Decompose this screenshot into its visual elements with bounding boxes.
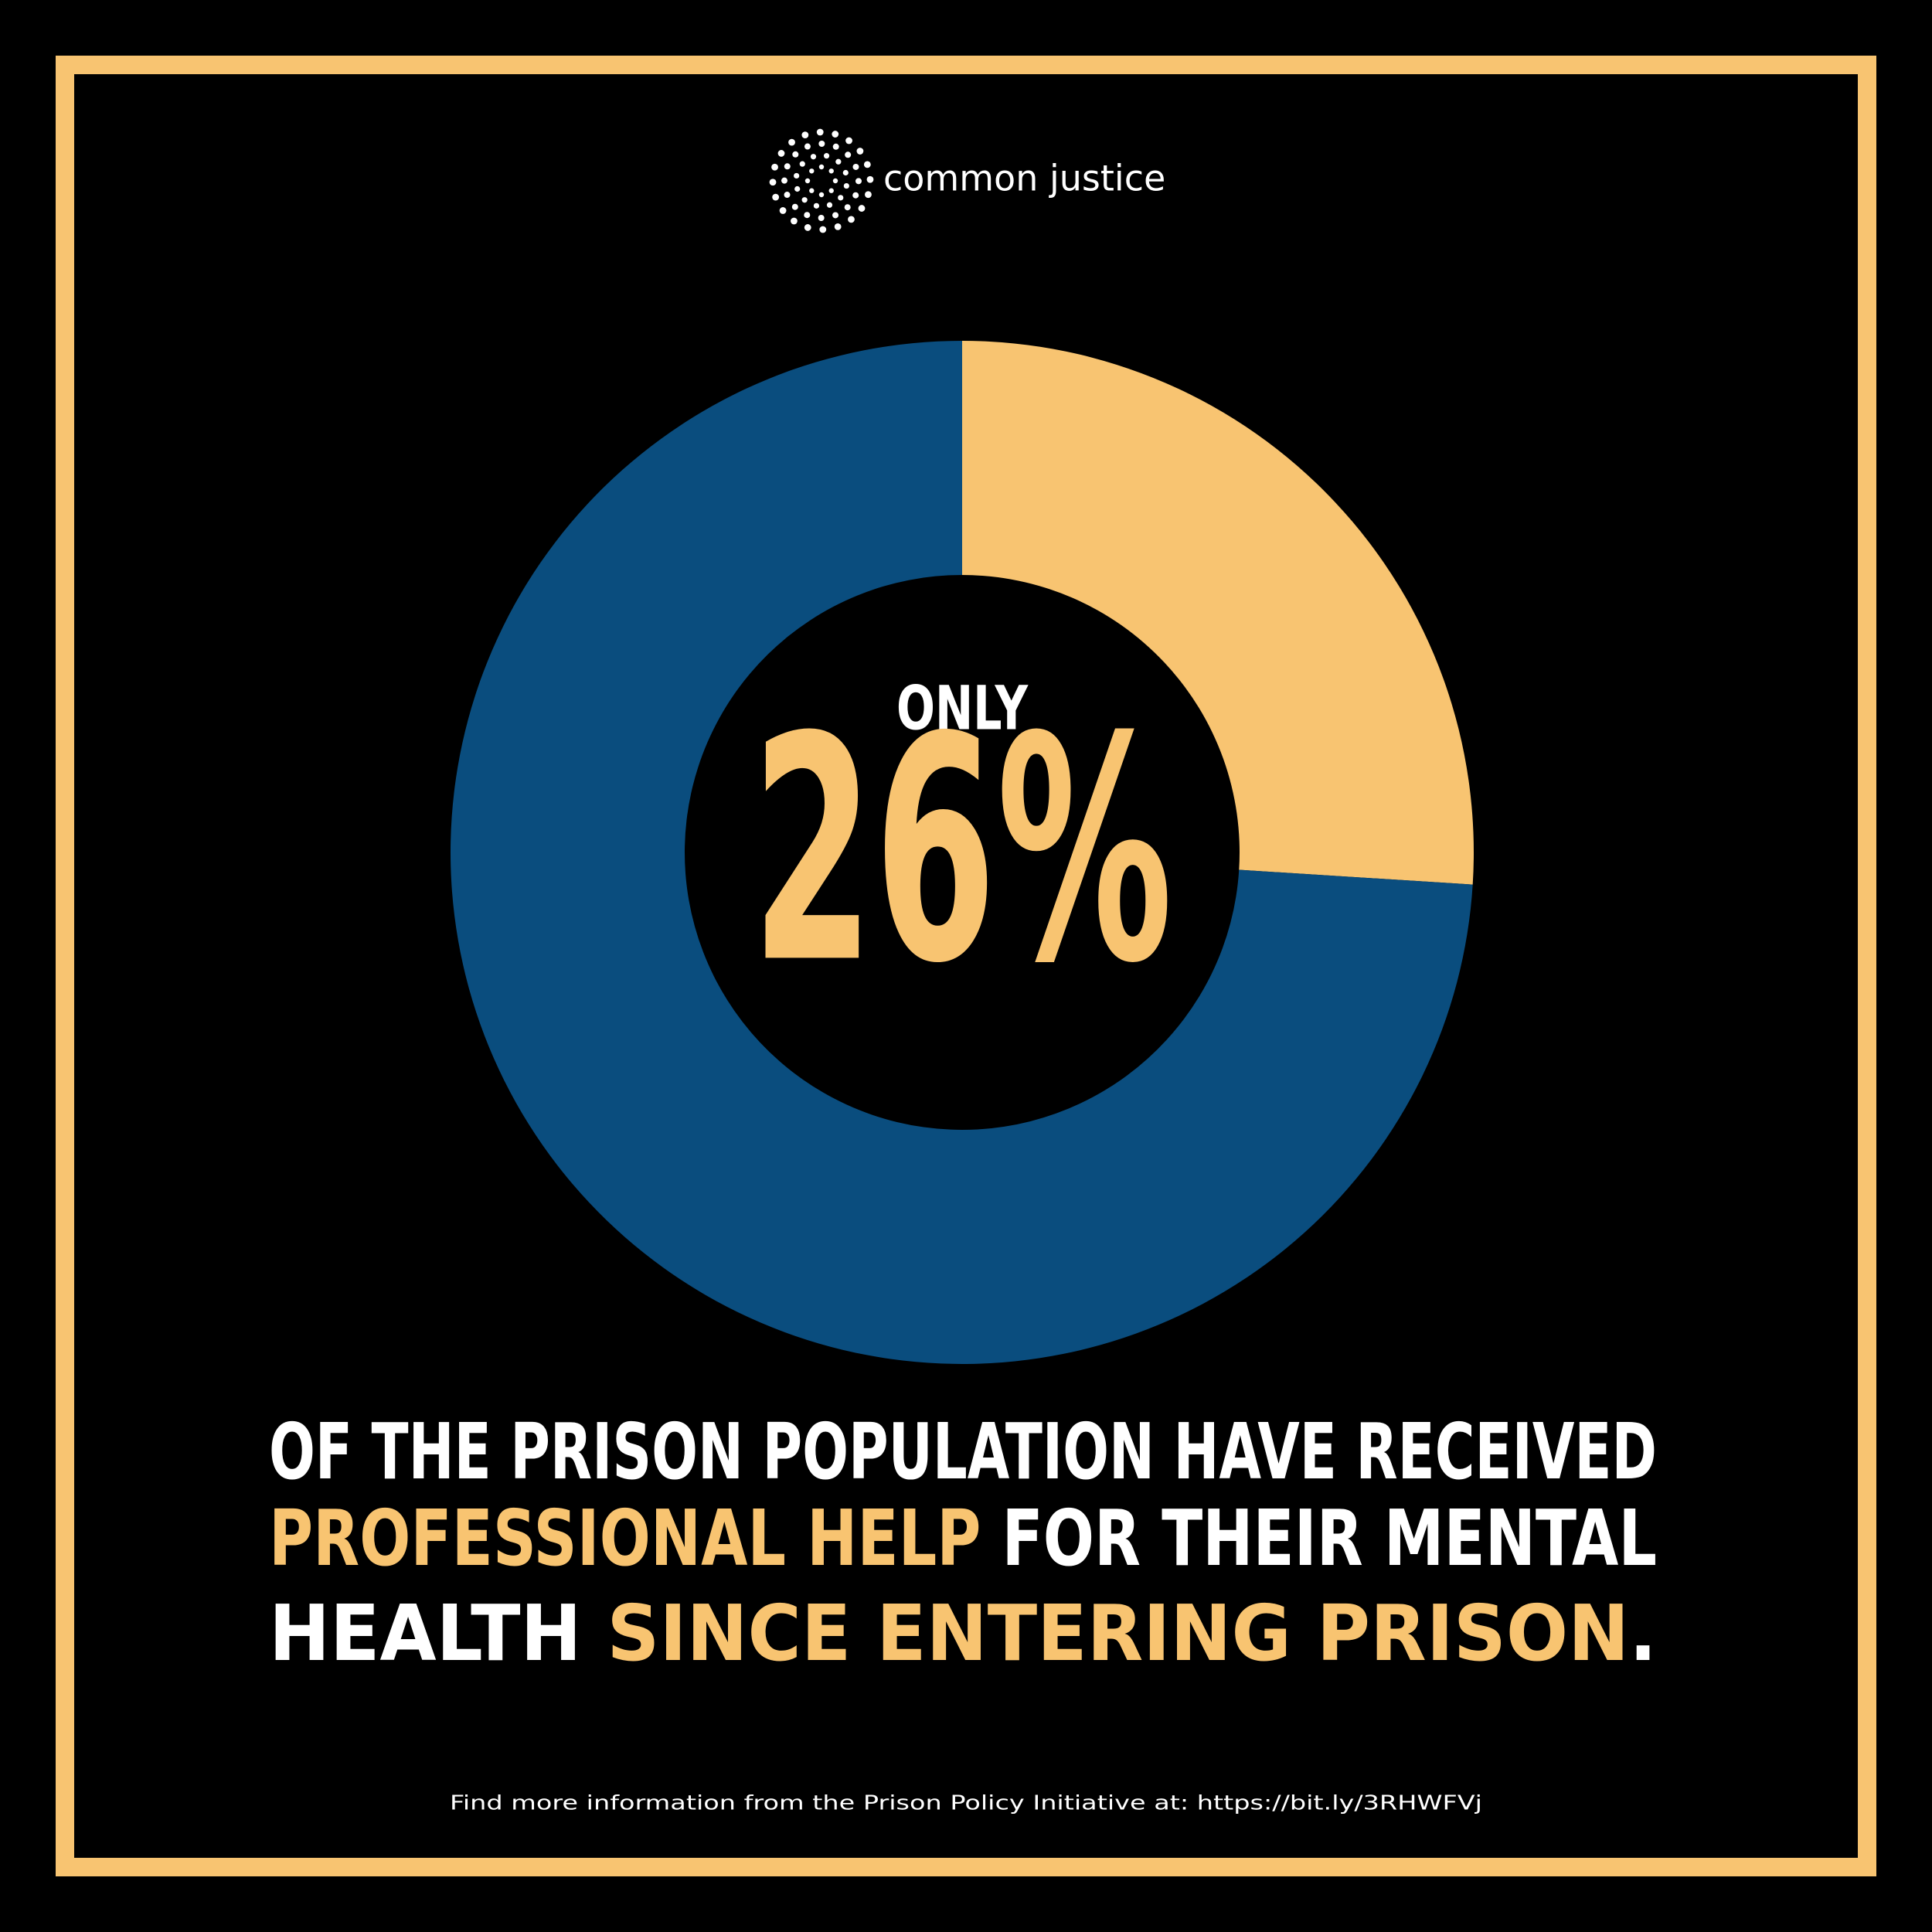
logo-dot xyxy=(863,161,871,168)
logo-dot xyxy=(856,148,864,155)
logo-dot xyxy=(781,177,788,184)
logo-dot xyxy=(832,212,839,219)
logo-dot xyxy=(804,212,811,219)
logo-dot xyxy=(832,143,839,150)
caption-line: OF THE PRISON POPULATION HAVE RECEIVED xyxy=(269,1406,1657,1497)
logo-dot xyxy=(816,128,824,136)
logo-dot xyxy=(813,202,820,209)
logo-dot xyxy=(818,192,825,198)
logo-dot xyxy=(791,203,798,210)
logo-dot xyxy=(772,193,780,201)
logo-dot xyxy=(809,188,815,193)
donut-segment xyxy=(451,341,1473,1364)
caption-segment: PROFESSIONAL HELP xyxy=(269,1493,981,1583)
logo-dot xyxy=(843,182,849,189)
logo-dot xyxy=(791,217,798,225)
logo-dot xyxy=(842,169,849,176)
logo-dot xyxy=(777,150,785,157)
frame-border xyxy=(56,56,1876,1876)
logo-dot xyxy=(804,178,811,184)
logo-dot xyxy=(818,141,825,148)
logo-dot xyxy=(794,185,801,192)
logo-dot xyxy=(838,195,844,201)
logo-dot xyxy=(855,178,862,185)
logo-text: common justice xyxy=(883,158,1165,199)
logo-dot xyxy=(818,164,825,170)
logo-dot xyxy=(865,191,872,199)
logo-dot xyxy=(769,179,777,186)
logo-dot xyxy=(828,188,834,193)
logo-dot xyxy=(844,204,851,211)
caption-segment: FOR THEIR MENTAL xyxy=(981,1493,1657,1583)
footer-note: Find more information from the Prison Po… xyxy=(450,1792,1482,1815)
logo-dot xyxy=(792,151,799,158)
logo-dot xyxy=(835,158,842,165)
logo-dot xyxy=(845,137,852,145)
logo-dot xyxy=(801,131,809,139)
logo-dot xyxy=(819,226,827,233)
logo-icon xyxy=(769,128,874,233)
donut-chart xyxy=(451,341,1474,1364)
logo-dot xyxy=(845,151,852,158)
logo-dot xyxy=(848,216,855,223)
logo-dot xyxy=(866,175,874,183)
caption-line: HEALTH SINCE ENTERING PRISON. xyxy=(269,1588,1657,1679)
logo-dot xyxy=(832,131,839,138)
donut-segment xyxy=(962,341,1474,885)
caption-segment: OF THE PRISON POPULATION HAVE RECEIVED xyxy=(269,1406,1657,1497)
center-value-label: 26% xyxy=(752,672,1173,1031)
caption-line: PROFESSIONAL HELP FOR THEIR MENTAL xyxy=(269,1493,1657,1583)
logo-dot xyxy=(818,214,825,221)
logo-dot xyxy=(852,163,859,170)
logo-dot xyxy=(832,178,838,184)
logo-dot xyxy=(858,205,866,212)
caption-segment: SINCE ENTERING PRISON xyxy=(607,1588,1629,1679)
logo-dot xyxy=(823,153,830,159)
logo-dot xyxy=(828,168,834,174)
logo-dot xyxy=(788,138,795,146)
logo-dot xyxy=(799,161,805,167)
caption: OF THE PRISON POPULATION HAVE RECEIVEDPR… xyxy=(269,1406,1657,1679)
logo-dot xyxy=(804,143,811,150)
caption-segment: . xyxy=(1629,1588,1657,1679)
logo-dot xyxy=(852,192,859,199)
logo-dot xyxy=(834,223,842,230)
logo-dot xyxy=(809,168,815,174)
caption-segment: HEALTH xyxy=(269,1588,607,1679)
center-prefix: ONLY xyxy=(896,674,1029,743)
logo-dot xyxy=(784,163,791,170)
logo-dot xyxy=(779,207,787,214)
logo-dot xyxy=(794,172,800,179)
logo-dot xyxy=(801,197,808,203)
logo-dot xyxy=(784,192,791,199)
logo-dot xyxy=(826,202,833,208)
logo-dot xyxy=(804,224,811,231)
logo-dot xyxy=(810,154,817,160)
logo-dot xyxy=(771,163,778,171)
